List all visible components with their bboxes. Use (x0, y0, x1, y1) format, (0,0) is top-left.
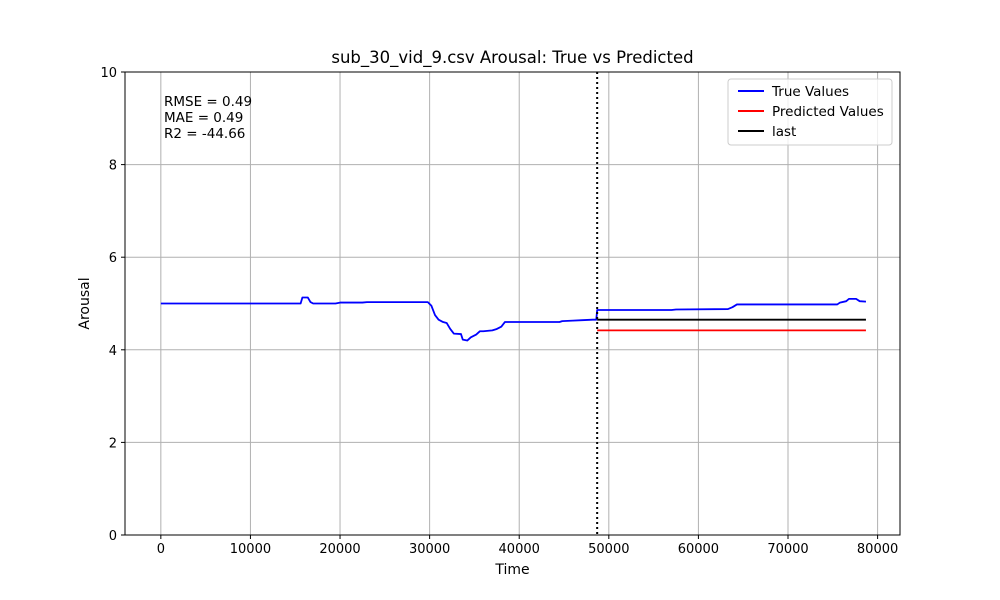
x-tick-label: 40000 (499, 542, 540, 557)
legend-label-last: last (772, 124, 796, 140)
series-line-true-values (160, 296, 867, 342)
x-tick-label: 20000 (319, 542, 360, 557)
y-tick-label: 2 (109, 436, 117, 451)
mae-text: MAE = 0.49 (164, 110, 243, 126)
legend-label-predicted-values: Predicted Values (772, 104, 884, 120)
x-tick-label: 10000 (230, 542, 271, 557)
y-tick-label: 10 (100, 66, 117, 81)
legend-label-true-values: True Values (771, 84, 849, 100)
x-tick-label: 60000 (678, 542, 719, 557)
legend: True Values Predicted Values last (727, 78, 893, 146)
plot-frame (124, 71, 901, 536)
y-tick-label: 6 (109, 251, 117, 266)
y-tick-label: 8 (109, 159, 117, 174)
x-tick-label: 80000 (857, 542, 898, 557)
rmse-text: RMSE = 0.49 (164, 94, 252, 110)
r2-text: R2 = -44.66 (164, 126, 245, 142)
axis-ticks: 0 10000 20000 30000 40000 50000 60000 70000 8000… (100, 66, 898, 557)
plot-area (160, 72, 867, 535)
stats-box: RMSE = 0.49 MAE = 0.49 R2 = -44.66 (164, 94, 252, 142)
legend-frame (727, 78, 893, 146)
chart-title: sub_30_vid_9.csv Arousal: True vs Predic… (331, 48, 693, 68)
x-tick-label: 70000 (767, 542, 808, 557)
y-axis-label: Arousal (77, 277, 93, 329)
x-tick-label: 30000 (409, 542, 450, 557)
y-tick-label: 0 (109, 529, 117, 544)
x-tick-label: 50000 (588, 542, 629, 557)
y-tick-label: 4 (109, 344, 117, 359)
x-axis-label: Time (494, 562, 529, 578)
x-tick-label: 0 (157, 542, 165, 557)
